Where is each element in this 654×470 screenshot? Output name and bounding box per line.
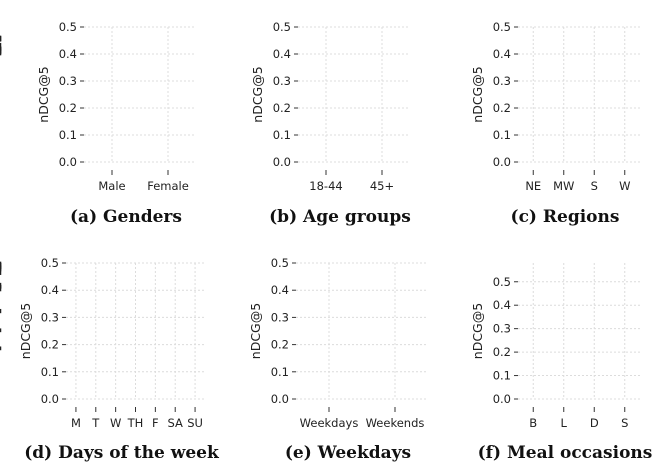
chart-title: (d) Days of the week <box>24 443 220 463</box>
x-tick-label: B <box>529 416 537 430</box>
y-tick-label: 0.1 <box>271 365 289 379</box>
y-tick-label: 0.4 <box>493 47 511 61</box>
chart-title: (f) Meal occasions <box>478 443 653 463</box>
x-tick-label: TH <box>127 416 144 430</box>
y-tick-label: 0.2 <box>41 338 59 352</box>
x-tick-label: W <box>619 179 630 193</box>
x-tick-label: L <box>561 416 568 430</box>
y-tick-label: 0.3 <box>59 74 77 88</box>
chart-title: (e) Weekdays <box>285 443 411 463</box>
y-tick-label: 0.4 <box>59 47 77 61</box>
y-axis-label: nDCG@5 <box>36 66 51 122</box>
y-tick-label: 0.5 <box>273 20 291 34</box>
chart-panel-b: 0.0 0.1 0.2 0.3 0.4 0.5 18-44 45+ nDCG@5 (b) Age … <box>0 20 411 227</box>
y-tick-label: 0.1 <box>59 128 77 142</box>
y-tick-label: 0.1 <box>493 369 511 383</box>
y-tick-label: 0.2 <box>273 101 291 115</box>
y-tick-label: 0.5 <box>41 256 59 270</box>
y-tick-label: 0.2 <box>59 101 77 115</box>
y-tick-label: 0.2 <box>493 345 511 359</box>
y-tick-label: 0.0 <box>59 155 77 169</box>
chart-title: (a) Genders <box>70 207 182 227</box>
x-tick-label: T <box>91 416 100 430</box>
y-tick-label: 0.1 <box>493 128 511 142</box>
y-tick-label: 0.0 <box>41 392 59 406</box>
y-tick-label: 0.3 <box>493 322 511 336</box>
y-tick-label: 0.2 <box>493 101 511 115</box>
chart-title: (c) Regions <box>511 207 620 227</box>
y-tick-label: 0.0 <box>273 155 291 169</box>
y-tick-label: 0.5 <box>493 275 511 289</box>
x-tick-label: Weekdays <box>300 416 359 430</box>
y-tick-label: 0.0 <box>271 392 289 406</box>
y-tick-label: 0.5 <box>271 256 289 270</box>
y-tick-label: 0.3 <box>273 74 291 88</box>
x-tick-label: S <box>621 416 628 430</box>
y-tick-label: 0.4 <box>493 298 511 312</box>
x-tick-label: 45+ <box>370 179 394 193</box>
chart-panel-a: 0.0 0.1 0.2 0.3 0.4 0.5 Male Female nDCG@5 (a) Ge… <box>0 20 196 227</box>
x-tick-label: NE <box>525 179 541 193</box>
y-axis-label: nDCG@5 <box>248 303 263 359</box>
y-tick-label: 0.0 <box>493 392 511 406</box>
y-tick-label: 0.4 <box>41 283 59 297</box>
y-tick-label: 0.2 <box>271 338 289 352</box>
y-tick-label: 0.4 <box>271 283 289 297</box>
y-tick-label: 0.3 <box>271 310 289 324</box>
y-tick-label: 0.1 <box>41 365 59 379</box>
y-tick-label: 0.4 <box>273 47 291 61</box>
x-tick-label: Male <box>98 179 125 193</box>
y-tick-label: 0.3 <box>493 74 511 88</box>
x-tick-label: F <box>152 416 159 430</box>
x-tick-label: M <box>71 416 81 430</box>
y-tick-label: 0.1 <box>273 128 291 142</box>
x-tick-label: Female <box>147 179 189 193</box>
x-tick-label: SA <box>168 416 184 430</box>
x-tick-label: SU <box>187 416 203 430</box>
x-tick-label: Weekends <box>366 416 425 430</box>
x-tick-label: S <box>591 179 598 193</box>
y-axis-label: nDCG@5 <box>470 66 485 122</box>
x-tick-label: D <box>590 416 599 430</box>
y-tick-label: 0.5 <box>493 20 511 34</box>
y-axis-label: nDCG@5 <box>470 303 485 359</box>
chart-panel-d: 0.0 0.1 0.2 0.3 0.4 0.5 M T W TH F SA SU nDCG@5 (d) Da… <box>0 256 220 463</box>
y-tick-label: 0.0 <box>493 155 511 169</box>
y-tick-label: 0.5 <box>59 20 77 34</box>
x-tick-label: W <box>110 416 121 430</box>
x-tick-label: MW <box>553 179 574 193</box>
chart-panel-e: 0.0 0.1 0.2 0.3 0.4 0.5 Weekdays Weekends nDCG@5… <box>0 256 428 463</box>
chart-title: (b) Age groups <box>269 207 411 227</box>
x-tick-label: 18-44 <box>309 179 342 193</box>
y-tick-label: 0.3 <box>41 310 59 324</box>
y-axis-label: nDCG@5 <box>250 66 265 122</box>
y-axis-label: nDCG@5 <box>18 303 33 359</box>
